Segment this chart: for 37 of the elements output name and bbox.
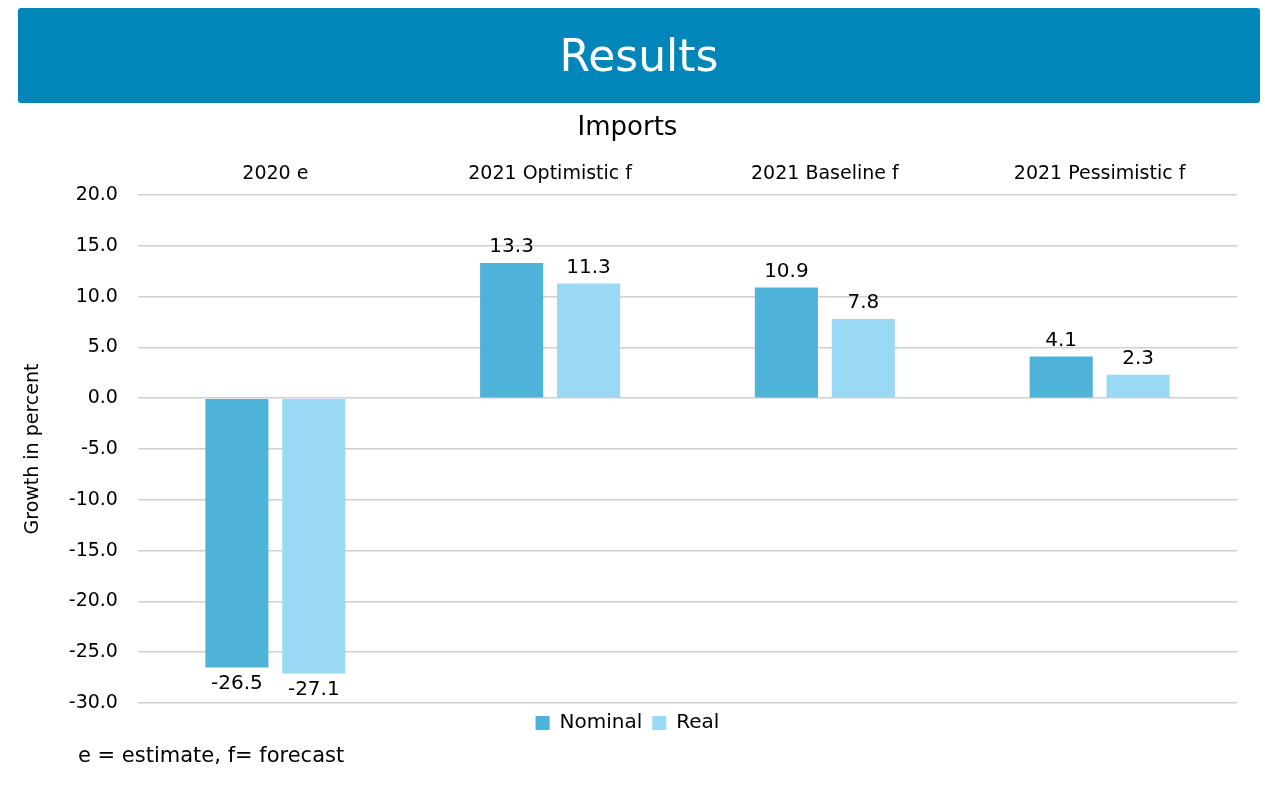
legend-label: Real — [676, 709, 720, 734]
x-tick-label: 2021 Pessimistic f — [1013, 160, 1187, 183]
text: e = estimate, f= forecast — [78, 743, 346, 767]
legend-label: Nominal — [559, 709, 643, 734]
x-tick-label: 2021 Baseline f — [751, 160, 900, 183]
bar — [557, 283, 621, 398]
y-tick-label: -25.0 — [68, 639, 118, 662]
y-tick-label: -30.0 — [68, 689, 118, 712]
y-tick-label: 20.0 — [75, 181, 118, 204]
y-axis-title: Growth in percent — [20, 363, 43, 535]
data-label: -27.1 — [287, 675, 340, 700]
bar — [1029, 356, 1093, 398]
bar — [282, 398, 346, 674]
y-tick-label: -15.0 — [68, 537, 118, 560]
chart-title: Results — [18, 8, 1260, 103]
y-tick-label: -20.0 — [68, 588, 118, 611]
y-tick-label: -5.0 — [80, 435, 118, 458]
data-label: 13.3 — [489, 233, 534, 258]
x-tick-label: 2020 e — [242, 160, 309, 183]
data-label: -26.5 — [211, 669, 263, 694]
data-label: 4.1 — [1045, 326, 1078, 351]
y-tick-label: 0.0 — [87, 385, 118, 408]
bar — [1106, 374, 1170, 398]
y-tick-label: -10.0 — [68, 486, 118, 509]
bar — [205, 398, 269, 668]
bar — [831, 318, 895, 398]
y-tick-label: 15.0 — [75, 232, 118, 255]
data-label: 7.8 — [847, 289, 880, 314]
y-tick-label: 10.0 — [75, 283, 118, 306]
data-label: 10.9 — [764, 257, 809, 282]
data-label: 11.3 — [566, 253, 611, 278]
bar — [480, 263, 544, 398]
y-tick-label: 5.0 — [87, 334, 118, 357]
bar — [754, 287, 818, 398]
chart-subtitle: Imports — [577, 111, 678, 142]
x-tick-label: 2021 Optimistic f — [468, 160, 634, 183]
data-label: 2.3 — [1122, 345, 1154, 370]
